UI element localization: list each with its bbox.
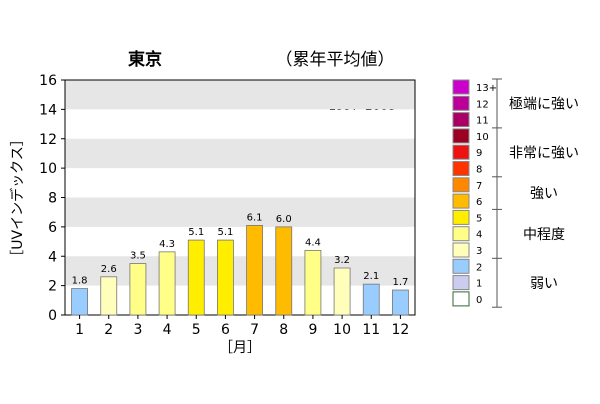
bar-value-label: 1.8 [72,276,88,287]
bar-month-3 [129,263,147,316]
bar-month-5 [187,239,205,316]
legend-group-label: 強い [530,186,558,202]
legend-level-label: 9 [476,148,482,159]
bar-value-label: 6.1 [247,212,263,223]
legend-level-label: 10 [476,132,489,143]
y-tick-label: 4 [48,249,57,265]
grid-band [65,256,415,286]
y-tick-label: 6 [48,220,57,236]
legend-level-label: 11 [476,116,489,127]
legend-group-label: 中程度 [523,227,565,243]
x-tick-label: 8 [279,322,288,338]
bar-month-10 [333,267,351,316]
bar-month-1 [71,288,88,316]
y-tick-label: 10 [39,161,57,177]
legend-level-label: 6 [476,197,482,208]
legend-swatch-2 [452,258,470,274]
y-axis-label: ［UVインデックス］ [9,132,26,263]
bar-month-11 [362,283,380,316]
legend-swatch-8 [452,161,470,176]
x-tick-label: 6 [221,322,230,338]
bar-month-2 [100,276,118,316]
y-tick-label: 12 [39,132,57,148]
bar-value-label: 2.1 [363,271,379,282]
bar-value-label: 4.4 [305,237,321,248]
legend-swatch-10 [452,128,470,144]
legend-swatch-3 [452,242,470,258]
bar-value-label: 2.6 [101,264,117,275]
y-tick-label: 14 [39,102,57,118]
bar-month-8 [275,226,293,316]
x-tick-label: 5 [192,322,201,338]
legend-level-label: 13+ [476,83,497,94]
bar-month-7 [246,225,263,316]
x-tick-label: 9 [308,322,317,338]
legend-level-label: 8 [476,165,482,176]
legend-level-label: 2 [476,262,482,273]
grid-band [65,80,415,110]
legend-group-label: 非常に強い [509,145,579,161]
bar-value-label: 6.0 [276,214,292,225]
x-tick-label: 7 [250,322,259,338]
x-axis-label: ［月］ [219,340,261,356]
legend-level-label: 0 [476,295,482,306]
legend-swatch-11 [452,112,470,128]
legend-group-label: 極端に強い [509,96,579,112]
legend-level-label: 5 [476,213,482,224]
legend-level-label: 1 [476,279,482,290]
bar-month-12 [392,289,409,316]
bar-value-label: 3.5 [130,251,146,262]
x-tick-label: 3 [133,322,142,338]
bar-value-label: 5.1 [217,227,233,238]
legend-swatch-1 [452,275,470,291]
legend-swatch-0 [452,291,470,307]
x-tick-label: 2 [104,322,113,338]
bar-value-label: 1.7 [392,277,408,288]
chart-title: 東京 [128,49,162,70]
grid-band [65,197,415,227]
y-tick-label: 8 [48,191,57,207]
legend-swatch-13+ [452,79,470,95]
legend-level-label: 3 [476,246,482,257]
y-tick-label: 2 [48,279,57,295]
legend-level-label: 4 [476,230,482,241]
x-tick-label: 12 [392,322,410,338]
bar-month-9 [304,249,322,316]
bar-value-label: 3.2 [334,255,350,266]
x-tick-label: 4 [163,322,172,338]
legend-swatch-6 [452,193,470,209]
legend-level-label: 7 [476,181,482,192]
bar-value-label: 4.3 [159,239,175,250]
y-tick-label: 0 [48,308,57,324]
legend-swatch-12 [452,95,470,111]
bar-month-6 [217,239,234,316]
y-tick-label: 16 [39,73,57,89]
legend-swatch-4 [452,226,470,242]
grid-band [65,138,415,169]
legend-swatch-9 [452,144,470,160]
legend-level-label: 12 [476,99,489,110]
legend-swatch-7 [452,177,470,193]
bar-value-label: 5.1 [188,227,204,238]
chart-subtitle: （累年平均値） [276,50,395,70]
x-tick-label: 1 [75,322,84,338]
x-tick-label: 10 [333,322,351,338]
x-tick-label: 11 [362,322,380,338]
legend-group-label: 弱い [530,276,558,292]
legend-swatch-5 [452,209,470,225]
bar-month-4 [158,251,176,316]
